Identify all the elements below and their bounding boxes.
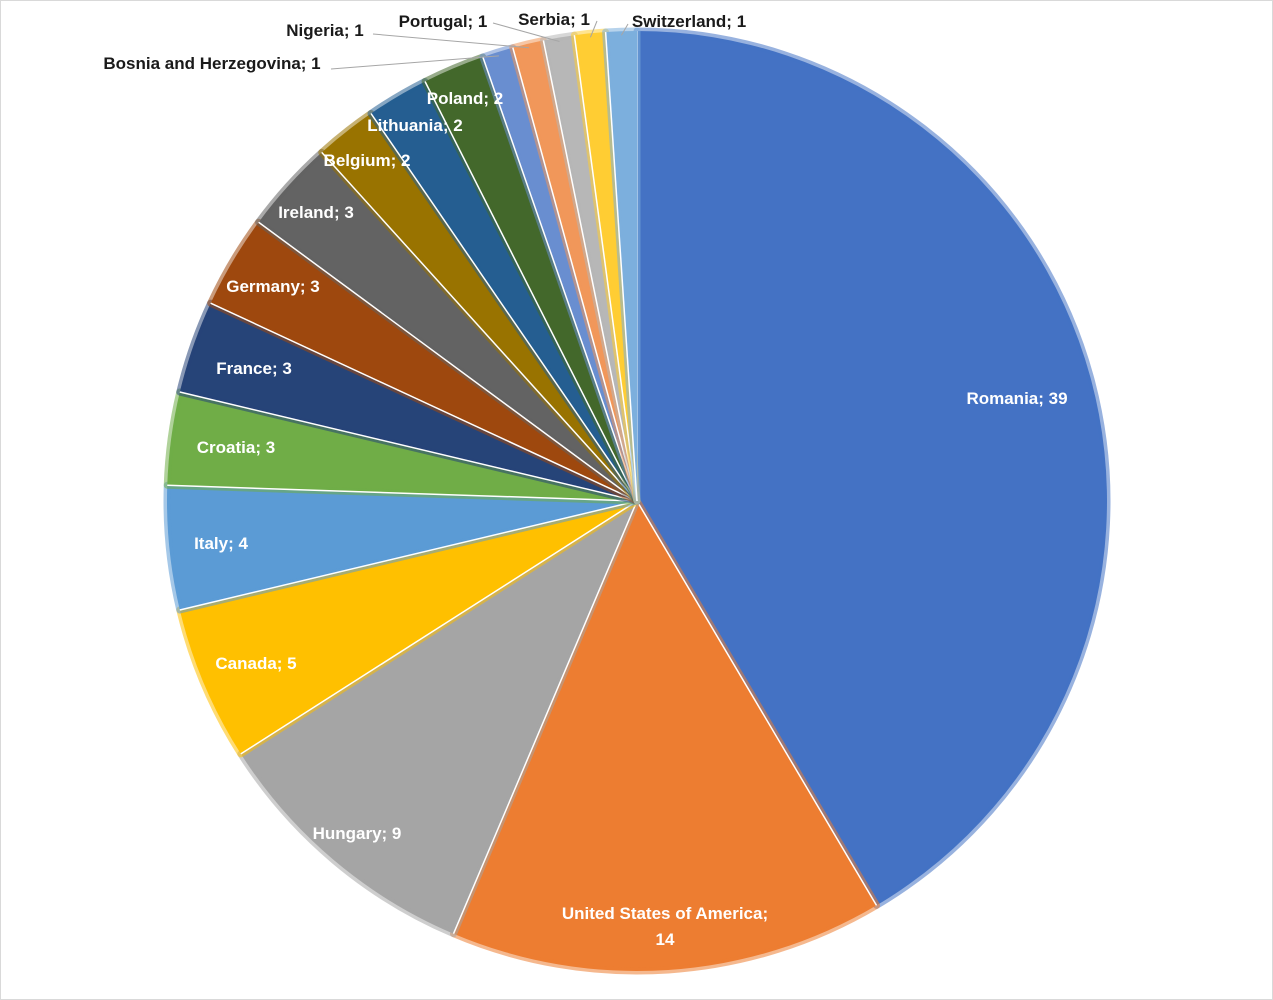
data-label-bosnia-and-herzegovina: Bosnia and Herzegovina; 1 bbox=[103, 54, 320, 73]
data-label-united-states-of-america: United States of America; 14 bbox=[562, 904, 768, 949]
data-label-portugal: Portugal; 1 bbox=[399, 12, 488, 31]
slice-separator bbox=[452, 500, 638, 935]
slice-separator bbox=[179, 500, 638, 611]
data-label-lithuania: Lithuania; 2 bbox=[367, 116, 462, 135]
slice-separator bbox=[240, 500, 638, 755]
slice-separator bbox=[482, 56, 638, 502]
data-label-italy: Italy; 4 bbox=[194, 534, 248, 553]
slice-separator bbox=[636, 500, 878, 906]
data-label-ireland: Ireland; 3 bbox=[278, 203, 354, 222]
leader-line-portugal bbox=[492, 22, 560, 42]
slice-separator bbox=[258, 221, 638, 502]
leader-line-bosnia-and-herzegovina bbox=[330, 55, 499, 70]
slice-separator bbox=[167, 484, 638, 502]
leader-line-switzerland bbox=[620, 23, 629, 36]
data-label-switzerland: Switzerland; 1 bbox=[632, 12, 746, 31]
data-label-poland: Poland; 2 bbox=[427, 89, 504, 108]
slice-separator bbox=[321, 151, 638, 502]
slice-separator bbox=[573, 35, 638, 502]
data-label-serbia: Serbia; 1 bbox=[518, 10, 590, 29]
leader-line-serbia bbox=[589, 20, 598, 38]
data-label-nigeria: Nigeria; 1 bbox=[286, 21, 363, 40]
slice-separator bbox=[512, 47, 638, 502]
pie-slice-united-states-of-america bbox=[450, 497, 881, 975]
slice-separator bbox=[210, 302, 638, 502]
slice-separator bbox=[424, 81, 638, 502]
slice-separator bbox=[542, 40, 638, 502]
data-label-canada: Canada; 5 bbox=[215, 654, 296, 673]
data-label-romania: Romania; 39 bbox=[966, 389, 1067, 408]
slice-separator bbox=[179, 391, 638, 502]
data-label-hungary: Hungary; 9 bbox=[313, 824, 402, 843]
slice-separator bbox=[370, 113, 638, 502]
pie-slice-romania bbox=[633, 27, 1111, 909]
slice-separator bbox=[604, 31, 638, 502]
data-label-germany: Germany; 3 bbox=[226, 277, 320, 296]
data-label-belgium: Belgium; 2 bbox=[324, 151, 411, 170]
data-label-france: France; 3 bbox=[216, 359, 292, 378]
data-label-croatia: Croatia; 3 bbox=[197, 438, 275, 457]
leader-line-nigeria bbox=[372, 33, 530, 49]
pie-slice-hungary bbox=[237, 497, 641, 938]
